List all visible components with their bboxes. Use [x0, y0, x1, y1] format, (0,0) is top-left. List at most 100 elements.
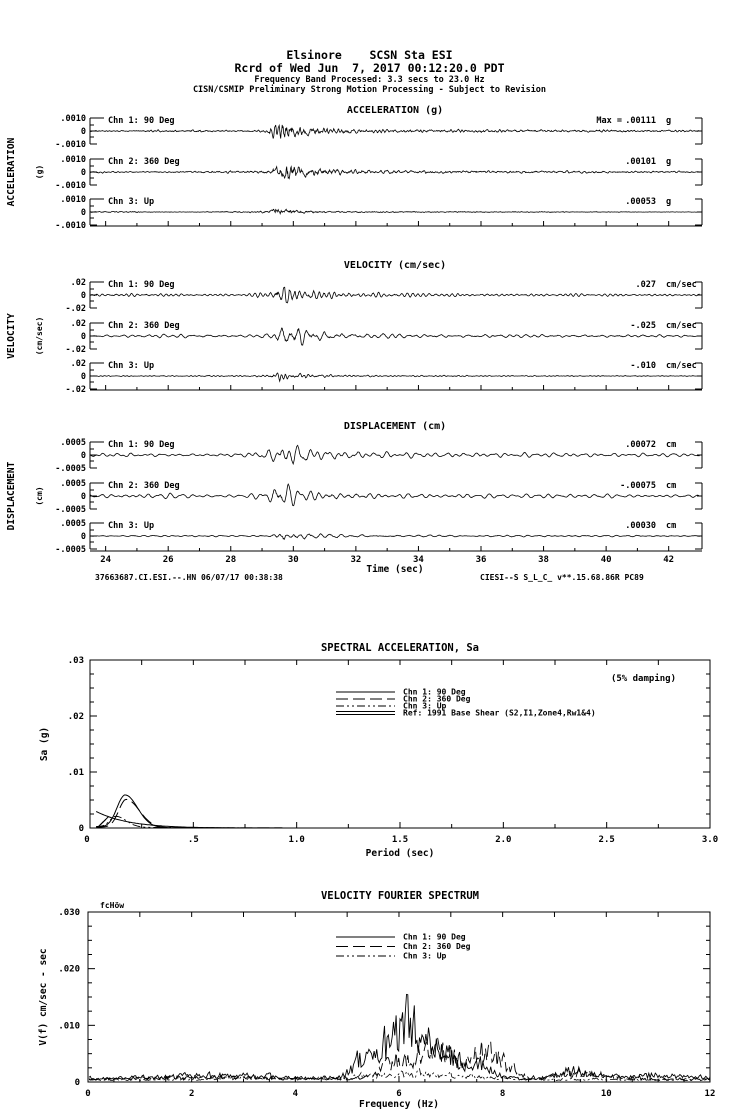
peak-unit: cm/sec	[666, 280, 697, 290]
fourier-x-tick-label: 6	[396, 1089, 401, 1099]
fourier-plot: VELOCITY FOURIER SPECTRUM fcHöw .030 .020 .0…	[38, 890, 715, 1110]
fourier-y-tick-label: .010	[58, 1021, 80, 1031]
y-tick-label: -.02	[66, 345, 86, 355]
sa-x-tick-label: 0	[84, 835, 89, 845]
legend-entry-label: Chn 1: 90 Deg	[403, 933, 466, 942]
waveform-velocity-chn2	[89, 327, 700, 346]
time-tick-label: 26	[163, 555, 174, 565]
sa-y-tick-label: .03	[68, 656, 84, 666]
waveform-displacement-chn1	[89, 444, 700, 466]
peak-unit: g	[666, 197, 671, 207]
section-side-unit: (cm)	[35, 486, 44, 505]
sa-curve-ref	[95, 811, 710, 828]
y-tick-label: -.0010	[55, 221, 86, 231]
y-tick-label: 0	[81, 492, 86, 502]
processing-notice: CISN/CSMIP Preliminary Strong Motion Pro…	[192, 85, 547, 95]
time-tick-label: 28	[225, 555, 236, 565]
sa-x-tick-label: 1.5	[392, 835, 408, 845]
peak-value: .00101	[625, 157, 656, 167]
section-title: DISPLACEMENT (cm)	[344, 421, 446, 432]
y-tick-label: .02	[71, 359, 86, 369]
section-side-label: VELOCITY	[6, 313, 17, 359]
time-tick-label: 40	[601, 555, 612, 565]
sa-y-tick-label: .02	[68, 712, 84, 722]
y-tick-label: -.0010	[55, 140, 86, 150]
fourier-curve-chn2	[88, 1037, 710, 1081]
peak-value: -.00075	[620, 481, 656, 491]
channel-label: Chn 3: Up	[108, 521, 154, 531]
sa-plot: SPECTRAL ACCELERATION, Sa .03 .02 .01 00 .5 1.…	[39, 642, 718, 859]
peak-value: .00072	[625, 440, 656, 450]
y-tick-label: .0005	[60, 519, 86, 529]
channel-label: Chn 1: 90 Deg	[108, 116, 175, 126]
y-tick-label: .0005	[60, 438, 86, 448]
footer-processing-id: CIESI--S S_L_C_ v**.15.68.86R PC89	[480, 573, 644, 582]
report-header: Elsinore SCSN Sta ESI Rcrd of Wed Jun 7,…	[0, 48, 739, 96]
peak-unit: g	[666, 157, 671, 167]
frequency-band-note: Frequency Band Processed: 3.3 secs to 23…	[254, 75, 485, 85]
y-tick-label: .02	[71, 278, 86, 288]
y-tick-label: 0	[81, 532, 86, 542]
fourier-curve-chn3	[88, 1068, 710, 1082]
channel-label: Chn 2: 360 Deg	[108, 481, 180, 491]
peak-value: -.025	[630, 321, 656, 331]
section-velocity: VELOCITY (cm/sec) VELOCITY (cm/sec) .02 0 -.0…	[6, 260, 703, 395]
sa-curve-chn1	[96, 794, 710, 828]
section-title: VELOCITY (cm/sec)	[344, 260, 446, 271]
y-tick-label: -.02	[66, 304, 86, 314]
section-side-unit: (g)	[35, 165, 44, 179]
sa-curves	[95, 794, 710, 828]
peak-value: .00053	[625, 197, 656, 207]
legend-entry-label: Chn 1: 90 Deg	[403, 688, 466, 697]
fourier-x-tick-label: 12	[705, 1089, 716, 1099]
y-tick-label: -.0005	[55, 464, 86, 474]
time-tick-label: 30	[288, 555, 299, 565]
y-tick-label: 0	[81, 332, 86, 342]
y-tick-label: -.0005	[55, 505, 86, 515]
fourier-title: VELOCITY FOURIER SPECTRUM	[321, 890, 479, 902]
fourier-y-tick-label: .030	[58, 908, 80, 918]
legend-entry-label: Chn 2: 360 Deg	[403, 942, 471, 951]
sa-x-tick-label: .5	[188, 835, 199, 845]
y-tick-label: .0010	[60, 195, 86, 205]
sa-x-tick-label: 2.0	[495, 835, 511, 845]
fc-marker	[102, 816, 109, 823]
fourier-curves	[88, 993, 710, 1082]
y-tick-label: .0010	[60, 114, 86, 124]
sa-plot-border	[89, 659, 711, 829]
y-tick-label: -.02	[66, 385, 86, 395]
time-tick-label: 38	[538, 555, 549, 565]
section-title: ACCELERATION (g)	[347, 105, 443, 116]
fourier-plot-border	[87, 911, 711, 1083]
sa-x-tick-label: 2.5	[599, 835, 615, 845]
peak-unit: g	[666, 116, 671, 126]
sa-title: SPECTRAL ACCELERATION, Sa	[321, 642, 479, 654]
fourier-y-tick-label: 0	[75, 1078, 80, 1088]
fourier-y-tick-label: .020	[58, 965, 80, 975]
y-tick-label: 0	[81, 208, 86, 218]
channel-label: Chn 3: Up	[108, 197, 154, 207]
waveform-acceleration-chn1	[89, 123, 700, 139]
fourier-x-tick-label: 0	[85, 1089, 90, 1099]
sa-y-tick-label: .01	[68, 768, 84, 778]
time-axis-label: Time (sec)	[366, 564, 423, 575]
section-acceleration: ACCELERATION (g) ACCELERATION (g) .0010 0 -.0…	[6, 105, 703, 231]
sa-damping-note: (5% damping)	[611, 673, 676, 684]
y-tick-label: .02	[71, 319, 86, 329]
fourier-y-axis-label: V(f) cm/sec - sec	[38, 948, 49, 1045]
section-side-unit: (cm/sec)	[35, 317, 44, 356]
waveform-velocity-chn3	[89, 372, 700, 383]
y-tick-label: -.0010	[55, 181, 86, 191]
fourier-x-tick-label: 10	[601, 1089, 612, 1099]
legend-entry-label: Chn 2: 360 Deg	[403, 695, 471, 704]
station-title: Elsinore SCSN Sta ESI	[286, 48, 453, 62]
y-tick-label: 0	[81, 451, 86, 461]
peak-unit: cm	[666, 440, 676, 450]
peak-value: .027	[636, 280, 656, 290]
channel-label: Chn 2: 360 Deg	[108, 321, 180, 331]
peak-prefix: Max =	[596, 116, 622, 126]
sa-curve-chn2	[96, 798, 710, 828]
sa-x-tick-label: 3.0	[702, 835, 718, 845]
sa-y-axis-label: Sa (g)	[39, 727, 50, 761]
